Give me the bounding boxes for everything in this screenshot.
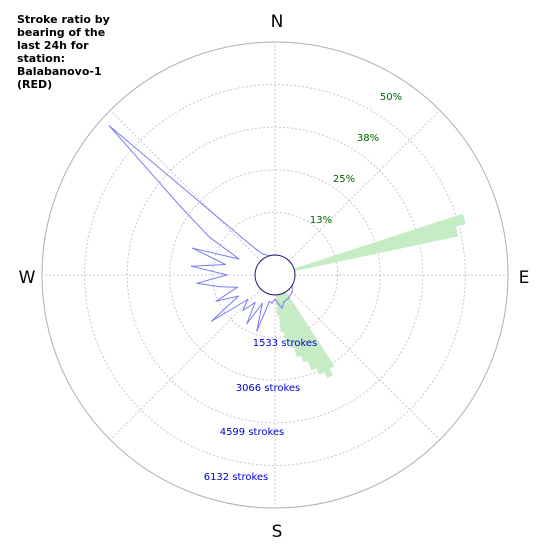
- count-point-3: [291, 291, 293, 293]
- count-point-29: [179, 205, 181, 207]
- stroke-tick-4599: 4599 strokes: [220, 427, 285, 438]
- grid-spoke-45: [288, 109, 441, 262]
- polar-grid: [41, 41, 509, 509]
- count-point-17: [211, 320, 213, 322]
- title-line: bearing of the: [17, 26, 106, 39]
- count-point-4: [287, 297, 290, 299]
- count-point-23: [226, 274, 228, 276]
- count-outline: [108, 125, 296, 332]
- count-point-28: [208, 236, 211, 238]
- count-point-31: [238, 234, 240, 236]
- count-point-11: [256, 330, 258, 332]
- cardinal-w: W: [19, 268, 36, 288]
- count-point-26: [191, 247, 194, 249]
- ratio-tick-50: 50%: [380, 92, 402, 103]
- count-point-10: [268, 300, 270, 302]
- count-point-30: [108, 125, 110, 127]
- title-line: (RED): [17, 78, 53, 91]
- title-line: station:: [17, 52, 66, 65]
- count-point-32: [256, 249, 258, 251]
- count-point-18: [237, 295, 240, 297]
- count-point-20: [236, 286, 239, 288]
- grid-ring-r38: [126, 126, 424, 424]
- grid-spoke-135: [288, 288, 441, 441]
- count-point-16: [247, 298, 249, 301]
- count-point-33: [262, 253, 264, 255]
- cardinal-s: S: [272, 522, 283, 542]
- ratio-tick-25: 25%: [333, 174, 355, 185]
- count-point-9: [271, 302, 273, 304]
- count-point-22: [196, 282, 198, 284]
- count-point-13: [246, 323, 248, 325]
- chart-title: Stroke ratio by bearing of the last 24h …: [17, 13, 167, 91]
- grid-spoke-315: [109, 109, 262, 262]
- count-point-21: [219, 286, 221, 288]
- grid-ring-r50: [84, 84, 466, 466]
- title-line: Balabanovo-1: [17, 65, 102, 78]
- stroke-tick-1533: 1533 strokes: [253, 338, 318, 349]
- count-point-14: [254, 301, 256, 304]
- axis-labels: N E S W 13% 25% 38% 50% 1533 strokes 306…: [19, 12, 530, 542]
- count-point-8: [274, 298, 276, 300]
- ratio-tick-13: 13%: [310, 215, 332, 226]
- count-series: [108, 125, 296, 332]
- ratio-tick-38: 38%: [357, 133, 379, 144]
- count-point-25: [224, 263, 227, 266]
- stroke-tick-3066: 3066 strokes: [236, 383, 301, 394]
- count-point-27: [238, 258, 240, 260]
- count-point-6: [281, 307, 283, 309]
- count-point-15: [242, 309, 244, 312]
- count-point-12: [261, 302, 263, 305]
- ratio-sector-1: [294, 226, 459, 272]
- cardinal-e: E: [519, 268, 530, 288]
- count-point-5: [283, 301, 285, 303]
- count-point-7: [277, 302, 279, 304]
- count-point-19: [215, 300, 217, 302]
- count-point-24: [190, 265, 193, 267]
- grid-spoke-225: [109, 288, 262, 441]
- cardinal-n: N: [271, 12, 284, 32]
- grid-ring-r13: [211, 211, 339, 339]
- title-line: Stroke ratio by: [17, 13, 110, 26]
- stroke-tick-6132: 6132 strokes: [204, 472, 269, 483]
- center-hub: [254, 254, 296, 296]
- title-line: last 24h for: [17, 39, 89, 52]
- ratio-series: [275, 213, 466, 379]
